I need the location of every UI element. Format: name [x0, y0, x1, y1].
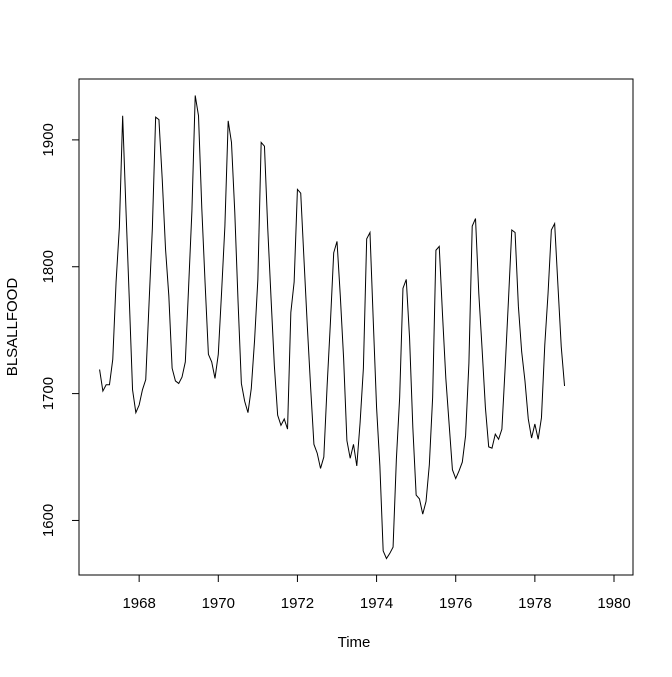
x-tick-label: 1976: [439, 595, 472, 612]
y-tick-label: 1700: [40, 377, 57, 410]
x-axis-label: Time: [338, 634, 371, 651]
y-tick-label: 1600: [40, 504, 57, 537]
x-tick-label: 1980: [597, 595, 630, 612]
y-tick-label: 1900: [40, 123, 57, 156]
series-line: [99, 95, 566, 560]
y-axis: 1600 1700 1800 1900: [40, 123, 80, 537]
x-axis: 1968 1970 1972 1974 1976 1978 1980: [122, 574, 631, 612]
x-tick-label: 1970: [202, 595, 235, 612]
x-tick-label: 1978: [518, 595, 551, 612]
x-tick-label: 1974: [360, 595, 393, 612]
y-tick-label: 1800: [40, 250, 57, 283]
x-tick-label: 1972: [281, 595, 314, 612]
x-tick-label: 1968: [122, 595, 155, 612]
y-axis-label: BLSALLFOOD: [4, 278, 21, 377]
